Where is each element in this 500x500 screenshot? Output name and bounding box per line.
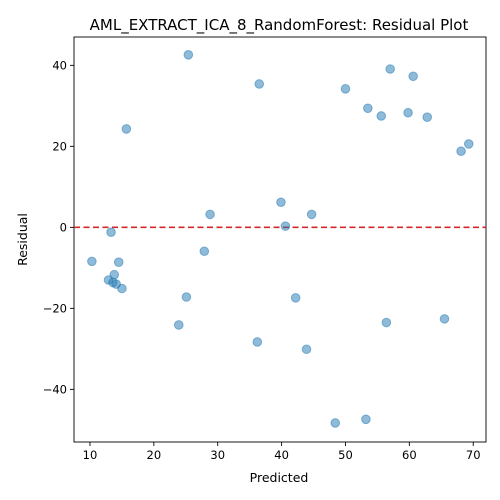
y-tick-label: 0 — [60, 220, 67, 234]
data-point — [106, 227, 116, 238]
x-tick-label: 60 — [402, 448, 417, 462]
data-point — [439, 314, 450, 324]
data-point — [306, 209, 317, 220]
data-point — [376, 111, 387, 121]
data-point — [205, 209, 215, 220]
data-point — [290, 293, 301, 303]
x-axis: 10 20 30 40 50 60 70 — [83, 442, 481, 462]
y-tick-label: −40 — [43, 382, 67, 396]
y-tick-label: 40 — [52, 58, 67, 72]
data-point — [363, 103, 373, 114]
x-tick-label: 50 — [338, 448, 353, 462]
data-point — [403, 107, 413, 118]
data-point — [301, 344, 312, 355]
data-point — [181, 292, 192, 302]
data-point — [121, 124, 132, 134]
data-point — [381, 317, 392, 328]
data-point — [408, 71, 418, 82]
data-point — [173, 320, 184, 330]
data-point — [340, 84, 351, 94]
data-point — [183, 50, 194, 60]
y-axis: −40 −20 0 20 40 — [43, 58, 74, 396]
x-tick-label: 10 — [83, 448, 98, 462]
data-point — [254, 79, 265, 89]
data-point — [117, 283, 127, 294]
x-tick-label: 20 — [147, 448, 162, 462]
plot-area-frame — [73, 36, 487, 443]
data-point — [422, 112, 433, 122]
data-point — [280, 221, 291, 231]
x-tick-label: 70 — [466, 448, 481, 462]
y-tick-label: −20 — [43, 301, 67, 315]
y-tick-label: 20 — [52, 139, 67, 153]
data-point — [87, 256, 97, 267]
scatter-points — [87, 50, 474, 428]
data-point — [330, 418, 341, 428]
x-tick-label: 40 — [274, 448, 289, 462]
data-point — [456, 146, 466, 157]
data-point — [361, 414, 371, 425]
data-point — [252, 337, 263, 347]
data-point — [276, 197, 286, 208]
x-tick-label: 30 — [210, 448, 225, 462]
y-axis-label: Residual — [15, 213, 30, 266]
data-point — [113, 257, 124, 267]
data-point — [385, 64, 395, 74]
data-point — [463, 139, 474, 149]
chart-title: AML_EXTRACT_ICA_8_RandomForest: Residual… — [90, 16, 469, 35]
data-point — [199, 246, 210, 257]
x-axis-label: Predicted — [250, 470, 309, 485]
